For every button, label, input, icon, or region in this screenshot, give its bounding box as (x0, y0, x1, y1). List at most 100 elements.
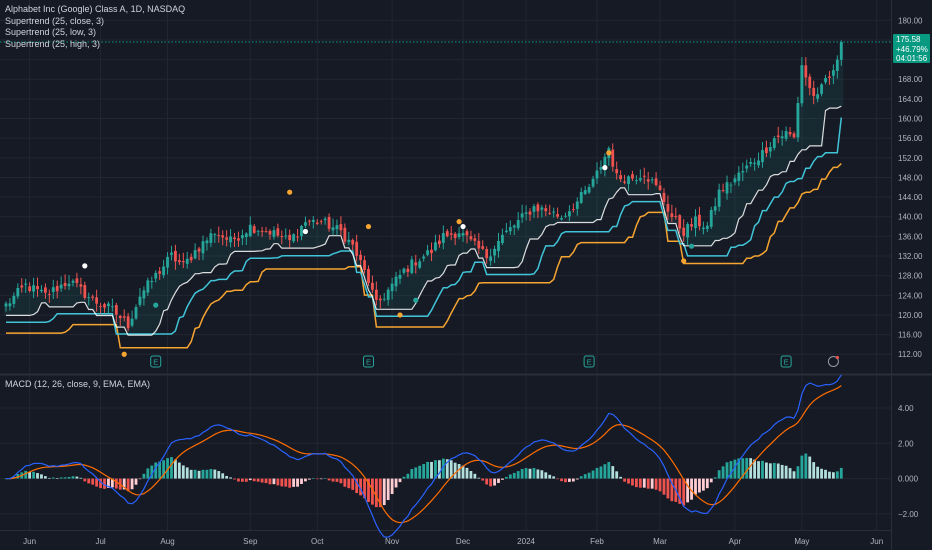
macd-histogram-bar (241, 478, 244, 482)
candle-body (12, 295, 16, 304)
supertrend-fill-segment (295, 236, 300, 249)
candle-body (532, 206, 536, 212)
supertrend-fill-segment (543, 211, 548, 227)
trend-change-dot (287, 189, 293, 195)
supertrend-fill-segment (275, 235, 281, 244)
macd-histogram-bar (197, 470, 201, 479)
macd-histogram-bar (185, 467, 189, 479)
chart-title[interactable]: Alphabet Inc (Google) Class A, 1D, NASDA… (5, 4, 186, 14)
macd-histogram-bar (654, 478, 658, 490)
macd-histogram-bar (445, 459, 449, 479)
candle-body (682, 227, 686, 236)
candle-body (808, 76, 812, 89)
macd-histogram-bar (568, 478, 571, 482)
macd-histogram-bar (579, 476, 583, 479)
supertrend-fill-segment (803, 77, 808, 150)
candle-body (646, 179, 650, 182)
candle-body (276, 228, 280, 236)
supertrend-fill-segment (157, 273, 162, 325)
supertrend-fill-segment (772, 138, 777, 175)
trend-change-dot (688, 243, 695, 249)
supertrend-fill-segment (835, 59, 840, 109)
candle-body (213, 234, 217, 235)
candle-body (489, 256, 493, 261)
candle-body (694, 216, 697, 229)
candle-body (241, 235, 244, 239)
candles[interactable] (4, 40, 843, 332)
supertrend-fill-segment (429, 253, 434, 281)
supertrend-fill-segment (740, 171, 745, 216)
trend-change-dot (121, 351, 127, 357)
supertrend-fill-segment (524, 212, 529, 250)
macd-histogram-bar (146, 468, 150, 479)
macd-histogram-bar (686, 478, 690, 503)
candle-body (55, 285, 59, 292)
candle-body (351, 239, 355, 245)
macd-histogram-bar (276, 478, 280, 486)
macd-pane[interactable] (4, 374, 843, 538)
macd-legend[interactable]: MACD (12, 26, close, 9, EMA, EMA) (5, 379, 151, 389)
macd-histogram-bar (497, 478, 500, 483)
candle-body (713, 206, 717, 211)
candle-body (623, 181, 626, 183)
candle-body (244, 233, 248, 237)
price-axis-tick: 160.00 (898, 115, 923, 124)
supertrend-fill-segment (35, 289, 40, 312)
candle-body (158, 271, 162, 274)
macd-histogram-bar (154, 462, 158, 479)
x-axis-label: May (794, 537, 809, 546)
candle-body (804, 65, 808, 78)
macd-histogram-bar (221, 473, 225, 479)
macd-histogram-bar (166, 458, 169, 479)
supertrend-fill-segment (441, 233, 446, 274)
price-axis-tick: 156.00 (898, 134, 923, 143)
macd-histogram-bar (363, 478, 366, 499)
candle-body (134, 307, 138, 319)
candle-body (725, 182, 729, 194)
indicator-supertrend-close[interactable]: Supertrend (25, close, 3) (5, 15, 105, 26)
bar-countdown: 04:01:56 (896, 54, 928, 63)
candle-body (63, 282, 67, 286)
candle-body (367, 268, 370, 283)
indicator-supertrend-high[interactable]: Supertrend (25, high, 3) (5, 38, 101, 49)
macd-histogram-bar (552, 476, 556, 479)
macd-histogram-bar (371, 478, 374, 505)
supertrend-fill-segment (189, 260, 194, 279)
macd-histogram-bar (319, 478, 323, 480)
supertrend-fill-segment (433, 242, 438, 279)
candle-body (252, 226, 256, 233)
candle-body (473, 238, 477, 241)
macd-histogram-bar (465, 467, 469, 479)
candle-body (828, 76, 831, 78)
macd-histogram-bar (201, 469, 205, 479)
supertrend-fill-segment (409, 259, 414, 310)
candle-body (591, 178, 595, 187)
candle-body (311, 219, 315, 222)
candle-body (595, 170, 599, 179)
candle-body (812, 87, 816, 96)
macd-histogram-bar (532, 468, 536, 479)
x-axis-label: Jun (870, 537, 883, 546)
macd-histogram-bar (780, 464, 784, 479)
supertrend-fill-segment (224, 239, 229, 264)
macd-histogram-bar (177, 462, 181, 479)
candle-body (59, 284, 63, 289)
indicator-supertrend-low[interactable]: Supertrend (25, low, 3) (5, 27, 97, 37)
candle-body (67, 283, 71, 287)
candle-body (347, 239, 351, 243)
candle-body (268, 230, 272, 235)
macd-histogram-bar (248, 478, 252, 481)
macd-histogram-bar (721, 466, 725, 479)
trend-change-dot (602, 165, 608, 171)
macd-line (5, 374, 842, 538)
candle-body (800, 65, 804, 104)
price-axis-tick: 140.00 (898, 213, 923, 222)
macd-axis-tick: 2.00 (898, 439, 914, 448)
supertrend-fill-segment (204, 240, 210, 273)
candle-body (374, 289, 378, 300)
candle-body (402, 268, 406, 273)
candle-body (8, 303, 12, 307)
supertrend-fill-segment (591, 178, 596, 223)
